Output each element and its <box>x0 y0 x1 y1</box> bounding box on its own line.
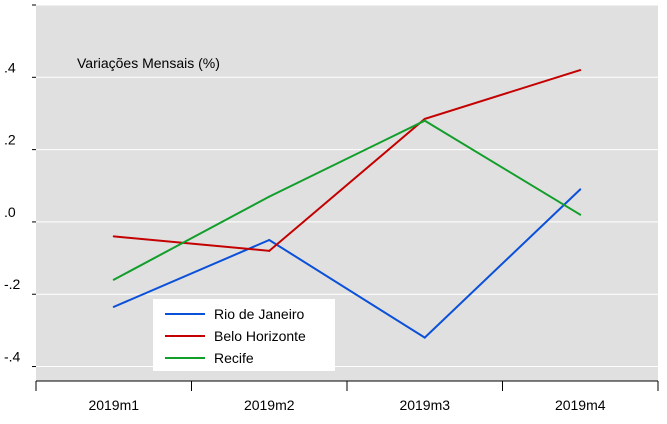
y-tick-label: -.4 <box>4 349 21 365</box>
x-tick-label: 2019m1 <box>88 397 139 413</box>
series-point <box>112 305 115 308</box>
series-line <box>113 188 581 339</box>
gridlines <box>36 4 658 368</box>
series-point <box>423 336 426 339</box>
y-tick-label: .0 <box>4 204 16 220</box>
legend-label: Recife <box>214 350 254 366</box>
y-tick-label: .6 <box>4 0 16 3</box>
legend-label: Belo Horizonte <box>214 328 306 344</box>
plot-area <box>36 5 658 381</box>
series-point <box>579 69 582 72</box>
series-line <box>113 119 581 281</box>
legend: Rio de Janeiro Belo Horizonte Recife <box>153 299 335 371</box>
y-axis-ticks: .6 .4 .2 .0 -.2 -.4 <box>4 0 36 368</box>
series-point <box>579 213 582 216</box>
series-line <box>113 69 581 252</box>
series-group <box>112 69 582 339</box>
series-point <box>423 117 426 120</box>
series-point <box>579 188 582 191</box>
series-point <box>268 249 271 252</box>
series-point <box>268 239 271 241</box>
x-tick-label: 2019m3 <box>399 397 450 413</box>
y-tick-label: .4 <box>4 59 16 75</box>
series-point <box>112 278 115 281</box>
x-tick-label: 2019m4 <box>555 397 606 413</box>
series-point <box>423 119 426 122</box>
legend-label: Rio de Janeiro <box>214 306 304 322</box>
x-tick-label: 2019m2 <box>244 397 295 413</box>
chart-annotation: Variações Mensais (%) <box>77 55 220 71</box>
series-point <box>268 195 271 198</box>
y-tick-label: -.2 <box>4 276 21 292</box>
y-tick-label: .2 <box>4 132 16 148</box>
series-point <box>112 235 115 238</box>
x-axis-ticks: 2019m1 2019m2 2019m3 2019m4 <box>35 380 659 413</box>
